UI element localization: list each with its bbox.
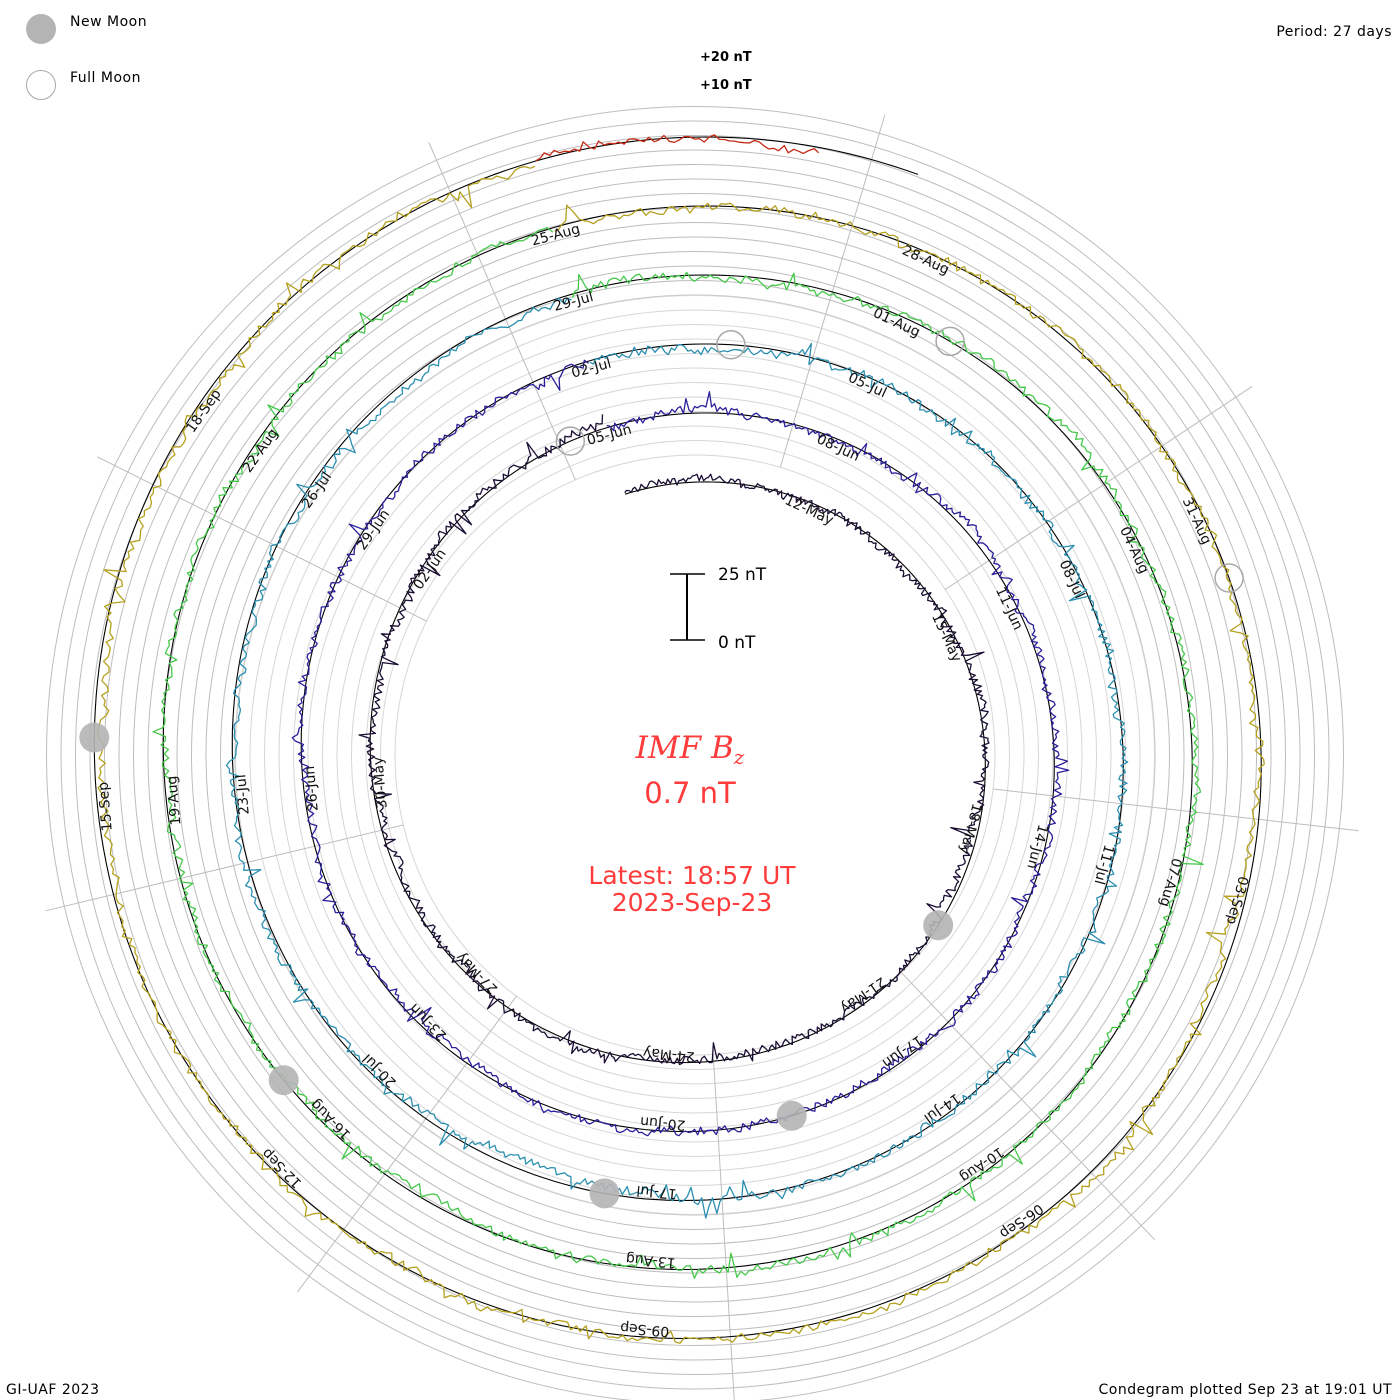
new-moon-icon xyxy=(26,14,56,44)
outer-scale-label-10: +10 nT xyxy=(700,78,752,93)
grid-ring xyxy=(60,120,1330,1390)
grid-ring xyxy=(104,164,1286,1346)
date-label: 17-Jul xyxy=(636,1182,678,1201)
date-label: 19-Aug xyxy=(164,775,184,826)
full-moon-icon xyxy=(26,70,56,100)
date-label: 20-Jun xyxy=(639,1113,686,1133)
date-label: 24-May xyxy=(642,1044,695,1064)
bz-series-cycle xyxy=(152,226,1204,1279)
legend-full-moon-label: Full Moon xyxy=(70,70,141,86)
outer-scale-label-20: +20 nT xyxy=(700,50,752,65)
date-label: 18-Sep xyxy=(183,386,224,436)
new-moon-marker xyxy=(268,1065,299,1096)
parameter-title: IMF Bz xyxy=(635,730,745,769)
date-label: 11-Jul xyxy=(1091,843,1117,886)
date-label: 20-Jul xyxy=(360,1050,400,1090)
date-label: 23-Jul xyxy=(233,774,252,816)
scale-bar: 25 nT 0 nT xyxy=(670,565,767,653)
date-label: 28-Aug xyxy=(900,243,952,279)
bz-series-cycle xyxy=(535,134,820,162)
spokes-layer xyxy=(45,114,1359,1400)
date-label: 09-Sep xyxy=(619,1319,670,1339)
scale-bar-top-label: 25 nT xyxy=(718,565,767,585)
grid-ring xyxy=(118,178,1272,1332)
grid-ring xyxy=(191,251,1199,1259)
grid-spoke xyxy=(779,114,886,468)
grid-spoke xyxy=(45,824,404,912)
grid-spoke xyxy=(944,385,1253,590)
grid-ring xyxy=(278,338,1112,1172)
bz-series-cycle xyxy=(97,165,1265,1344)
grid-ring xyxy=(394,454,996,1056)
current-value: 0.7 nT xyxy=(644,776,736,810)
grid-layer xyxy=(46,106,1344,1400)
new-moon-marker xyxy=(923,910,954,941)
scale-bar-bottom-label: 0 nT xyxy=(718,633,756,653)
grid-ring xyxy=(89,149,1301,1361)
grid-spoke xyxy=(297,995,517,1293)
moon-layer xyxy=(79,326,1244,1209)
bz-series-cycle xyxy=(225,297,1129,1219)
date-label: 05-Jul xyxy=(846,370,890,402)
full-moon-marker xyxy=(1214,563,1244,593)
grid-ring xyxy=(351,411,1039,1099)
new-moon-marker xyxy=(589,1178,620,1209)
grid-ring xyxy=(322,382,1068,1128)
date-label: 08-Jul xyxy=(1056,558,1088,602)
date-label: 12-May xyxy=(782,492,836,528)
grid-spoke xyxy=(993,788,1359,832)
grid-ring xyxy=(75,135,1315,1375)
grid-ring xyxy=(380,440,1010,1070)
date-label: 31-Aug xyxy=(1179,495,1215,547)
grid-ring xyxy=(176,236,1214,1274)
date-label: 14-Jun xyxy=(1023,823,1050,871)
credit-label: GI-UAF 2023 xyxy=(6,1382,100,1398)
grid-ring xyxy=(133,193,1257,1317)
date-label: 26-Jun xyxy=(302,765,322,812)
grid-spoke xyxy=(712,1054,735,1400)
full-moon-marker xyxy=(716,329,746,360)
grid-ring xyxy=(365,425,1025,1085)
latest-time: Latest: 18:57 UT xyxy=(588,861,796,890)
parameter-subscript: z xyxy=(733,745,745,769)
legend-new-moon-label: New Moon xyxy=(70,14,148,30)
date-label: 26-Jul xyxy=(299,469,335,511)
grid-ring xyxy=(205,265,1185,1245)
grid-ring xyxy=(264,324,1126,1186)
date-label: 15-May xyxy=(928,611,964,665)
grid-ring xyxy=(336,396,1054,1114)
date-label: 01-Aug xyxy=(870,305,922,341)
grid-ring xyxy=(147,207,1243,1303)
outer-scale: +20 nT +10 nT xyxy=(700,50,752,93)
grid-ring xyxy=(162,222,1228,1288)
grid-spoke xyxy=(428,142,576,481)
period-label: Period: 27 days xyxy=(1276,24,1392,40)
new-moon-marker xyxy=(79,722,110,753)
series-layer xyxy=(97,134,1265,1344)
grid-ring xyxy=(307,367,1083,1143)
full-moon-marker xyxy=(555,426,586,456)
new-moon-marker xyxy=(776,1100,807,1131)
date-label: 23-Jun xyxy=(407,1000,451,1044)
plotted-timestamp: Condegram plotted Sep 23 at 19:01 UT xyxy=(1098,1382,1392,1398)
grid-ring xyxy=(46,106,1344,1400)
date-label: 27-May xyxy=(453,949,501,997)
date-label: 30-May xyxy=(370,756,390,809)
grid-spoke xyxy=(901,972,1156,1241)
bz-series-cycle xyxy=(358,414,990,1066)
date-label: 15-Sep xyxy=(95,781,115,832)
date-label: 25-Aug xyxy=(530,221,582,249)
grid-spoke xyxy=(96,456,427,622)
center-readout: IMF Bz 0.7 nT Latest: 18:57 UT 2023-Sep-… xyxy=(588,730,796,917)
latest-date: 2023-Sep-23 xyxy=(612,888,773,917)
date-label: 10-Aug xyxy=(957,1143,1007,1185)
date-label: 13-Aug xyxy=(625,1250,676,1270)
parameter-name: IMF B xyxy=(635,730,734,766)
date-label: 21-May xyxy=(837,973,889,1016)
full-moon-marker xyxy=(935,326,965,357)
date-label: 08-Jun xyxy=(814,431,862,465)
